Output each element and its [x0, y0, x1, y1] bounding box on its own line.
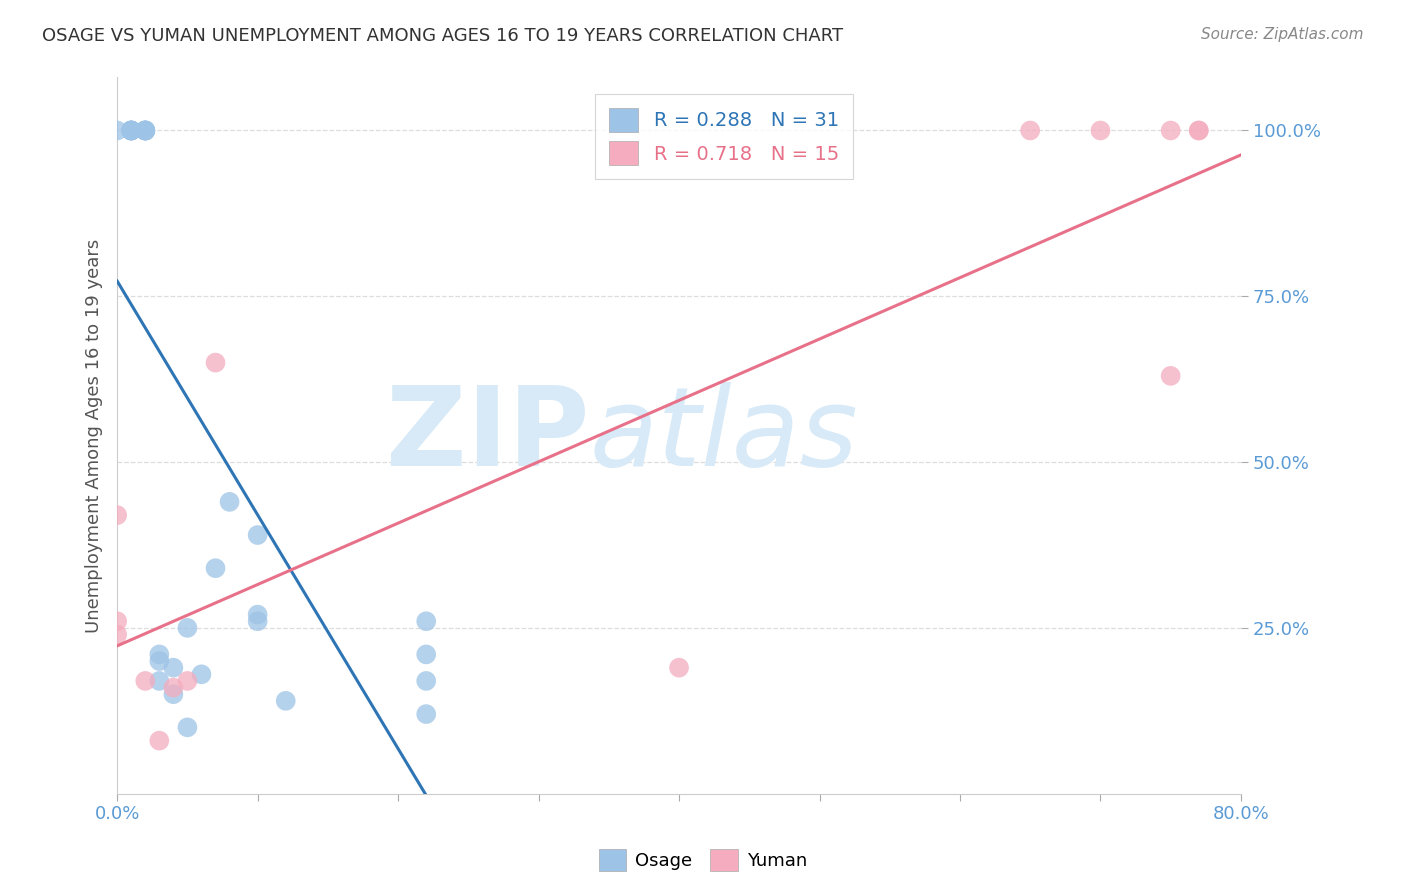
Point [134, 123, 156, 137]
Y-axis label: Unemployment Among Ages 16 to 19 years: Unemployment Among Ages 16 to 19 years [86, 238, 103, 632]
Legend: Osage, Yuman: Osage, Yuman [592, 842, 814, 879]
Point [218, 495, 240, 509]
Point [120, 123, 142, 137]
Point [120, 123, 142, 137]
Point [134, 673, 156, 688]
Point [105, 627, 128, 641]
Point [246, 614, 269, 628]
Point [120, 123, 142, 137]
Text: OSAGE VS YUMAN UNEMPLOYMENT AMONG AGES 16 TO 19 YEARS CORRELATION CHART: OSAGE VS YUMAN UNEMPLOYMENT AMONG AGES 1… [42, 27, 844, 45]
Point [134, 123, 156, 137]
Point [1188, 123, 1211, 137]
Point [274, 694, 297, 708]
Point [668, 661, 690, 675]
Point [204, 561, 226, 575]
Point [134, 123, 156, 137]
Point [120, 123, 142, 137]
Point [120, 123, 142, 137]
Point [176, 720, 198, 734]
Point [120, 123, 142, 137]
Point [148, 733, 170, 747]
Point [176, 621, 198, 635]
Point [1160, 368, 1182, 383]
Point [190, 667, 212, 681]
Point [105, 123, 128, 137]
Point [134, 123, 156, 137]
Point [105, 508, 128, 523]
Point [105, 614, 128, 628]
Point [1160, 123, 1182, 137]
Legend: R = 0.288   N = 31, R = 0.718   N = 15: R = 0.288 N = 31, R = 0.718 N = 15 [595, 95, 852, 178]
Point [415, 707, 437, 722]
Point [148, 648, 170, 662]
Point [134, 123, 156, 137]
Point [148, 654, 170, 668]
Point [204, 356, 226, 370]
Point [1188, 123, 1211, 137]
Point [162, 687, 184, 701]
Point [134, 123, 156, 137]
Text: atlas: atlas [589, 382, 858, 489]
Text: Source: ZipAtlas.com: Source: ZipAtlas.com [1201, 27, 1364, 42]
Point [162, 681, 184, 695]
Point [246, 528, 269, 542]
Point [148, 673, 170, 688]
Point [246, 607, 269, 622]
Point [1090, 123, 1112, 137]
Point [415, 614, 437, 628]
Point [415, 648, 437, 662]
Point [176, 673, 198, 688]
Point [1019, 123, 1042, 137]
Point [162, 661, 184, 675]
Text: ZIP: ZIP [385, 382, 589, 489]
Point [415, 673, 437, 688]
